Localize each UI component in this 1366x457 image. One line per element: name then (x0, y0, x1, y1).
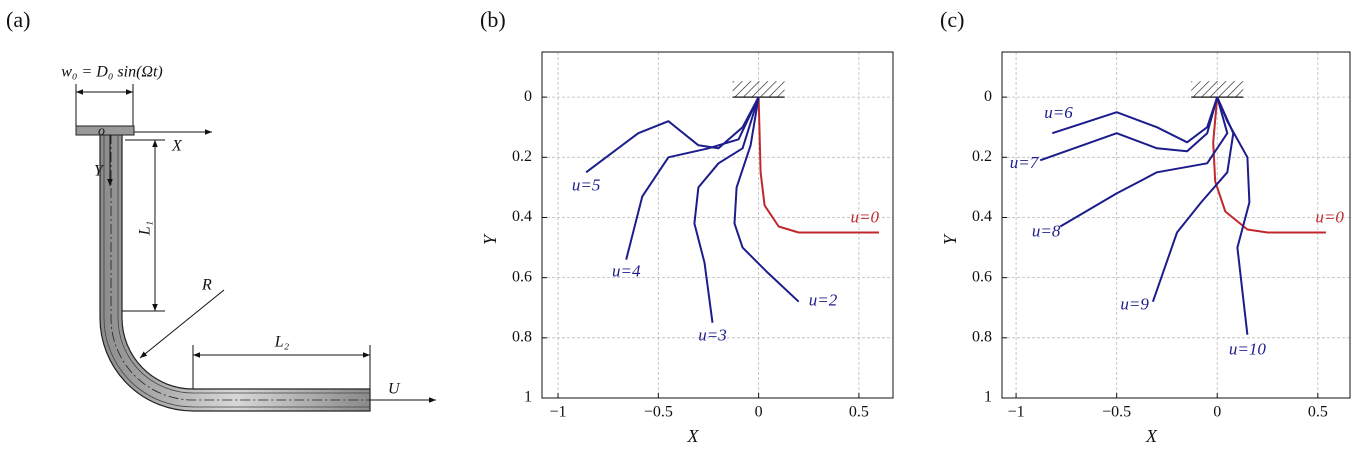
pipe-diagram: (a) w₀ = D₀ sin(Ωt) o X Y L₁ R L₂ U (6, 7, 436, 412)
y-tick-label: 0.8 (972, 328, 992, 345)
curve (585, 96, 760, 174)
excitation: w₀ = D₀ sin(Ωt) (61, 64, 163, 81)
curve (625, 96, 760, 260)
length1: L₁ (137, 221, 154, 236)
series-label: u=3 (698, 326, 726, 345)
x-tick-label: −1 (550, 404, 567, 421)
curve (757, 97, 879, 234)
series-label: u=0 (850, 207, 879, 226)
x-tick-label: −1 (1008, 404, 1025, 421)
y-tick-label: 0.6 (512, 268, 532, 285)
support (732, 81, 785, 98)
series-label: u=8 (1032, 221, 1061, 240)
x-tick-label: 0 (1213, 404, 1221, 421)
pipe-wall (103, 134, 370, 408)
chart: 0 0.2 0.4 0.6 0.8 1 −1 −0.5 0 0.5 u=0 u=6 u=7 u=8 u=9 u… (940, 7, 1351, 446)
panel-label: (a) (6, 7, 30, 32)
support (1191, 81, 1244, 98)
series-label: u=6 (1044, 103, 1073, 122)
curve (1216, 96, 1251, 335)
x-axis-label: X (171, 138, 183, 155)
plot-frame (1001, 51, 1351, 399)
x-tick-label: 0 (755, 404, 763, 421)
radius: R (201, 277, 212, 294)
y-axis-label: Y (480, 233, 500, 245)
x-tick-label: 0.5 (1308, 404, 1328, 421)
flange (75, 125, 135, 136)
series-label: u=5 (572, 175, 600, 194)
y-tick-label: 1 (984, 389, 992, 406)
panel-label: (b) (480, 7, 506, 32)
series-label: u=2 (809, 291, 838, 310)
curve (733, 96, 800, 303)
x-tick-label: 0.5 (849, 404, 869, 421)
radius-line (139, 289, 225, 359)
flow: U (388, 381, 401, 398)
curve (1051, 96, 1219, 144)
series-label: u=10 (1229, 340, 1266, 359)
x-axis-label: X (1145, 426, 1158, 446)
centerline (110, 134, 370, 401)
series-label: u=0 (1315, 207, 1344, 226)
y-tick-label: 0 (524, 88, 532, 105)
y-tick-label: 0.2 (512, 148, 532, 165)
pipe (99, 133, 371, 412)
chart: 0 0.2 0.4 0.6 0.8 1 −1 −0.5 0 0.5 u=0 u=2 u=3 u=4 u=5 (… (480, 7, 894, 446)
y-tick-label: 0.4 (972, 208, 992, 225)
curve (693, 96, 760, 323)
plot-frame (541, 51, 894, 399)
y-tick-label: 0.4 (512, 208, 532, 225)
series-label: u=7 (1010, 153, 1040, 172)
y-axis-label: Y (94, 163, 105, 180)
plot-area (542, 52, 893, 398)
curve (1039, 96, 1219, 162)
series-label: u=9 (1120, 295, 1149, 314)
plot-area (1002, 52, 1350, 398)
y-tick-label: 0 (984, 88, 992, 105)
panel-label: (c) (940, 7, 964, 32)
y-tick-label: 0.6 (972, 268, 992, 285)
y-axis-label: Y (940, 233, 960, 245)
x-tick-label: −0.5 (1102, 404, 1131, 421)
curve (1212, 97, 1326, 234)
y-tick-label: 0.8 (512, 328, 532, 345)
x-axis-label: X (687, 426, 700, 446)
series-label: u=4 (612, 262, 641, 281)
y-tick-label: 0.2 (972, 148, 992, 165)
length2: L₂ (274, 334, 290, 351)
x-tick-label: −0.5 (644, 404, 673, 421)
origin: o (98, 124, 105, 139)
curve (1059, 96, 1229, 228)
y-tick-label: 1 (524, 389, 532, 406)
